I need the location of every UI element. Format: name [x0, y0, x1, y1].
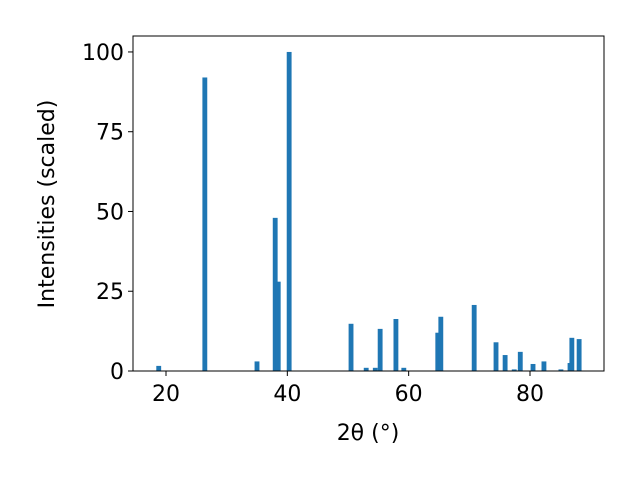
bar	[435, 332, 441, 371]
x-tick-label: 60	[395, 382, 423, 407]
bar	[348, 323, 354, 371]
bar	[558, 369, 564, 371]
bar	[401, 367, 407, 371]
y-tick-label: 75	[96, 121, 124, 146]
x-tick-label: 80	[516, 382, 544, 407]
plot-frame	[132, 35, 605, 372]
bar	[471, 304, 477, 371]
y-tick-label: 100	[82, 41, 124, 66]
bar	[275, 281, 281, 371]
y-tick-label: 25	[96, 280, 124, 305]
bar	[569, 337, 575, 371]
bar	[502, 355, 508, 371]
bar	[372, 367, 378, 371]
y-tick-label: 0	[110, 360, 124, 385]
x-tick-label: 40	[273, 382, 301, 407]
x-tick-label: 20	[152, 382, 180, 407]
bar	[202, 77, 208, 371]
bar	[511, 369, 517, 371]
bar	[286, 51, 292, 371]
bar	[438, 316, 444, 371]
bar	[493, 342, 499, 371]
y-tick-label: 50	[96, 200, 124, 225]
bar	[576, 339, 582, 371]
y-axis-label: Intensities (scaled)	[35, 100, 60, 309]
bar	[517, 351, 523, 371]
bar	[541, 361, 547, 371]
bar	[393, 318, 399, 371]
bar	[530, 363, 536, 371]
bar	[377, 328, 383, 371]
x-axis-label: 2θ (°)	[337, 421, 400, 446]
bar	[363, 367, 369, 371]
bar	[254, 361, 260, 371]
bar	[272, 217, 278, 371]
bar	[156, 365, 162, 371]
